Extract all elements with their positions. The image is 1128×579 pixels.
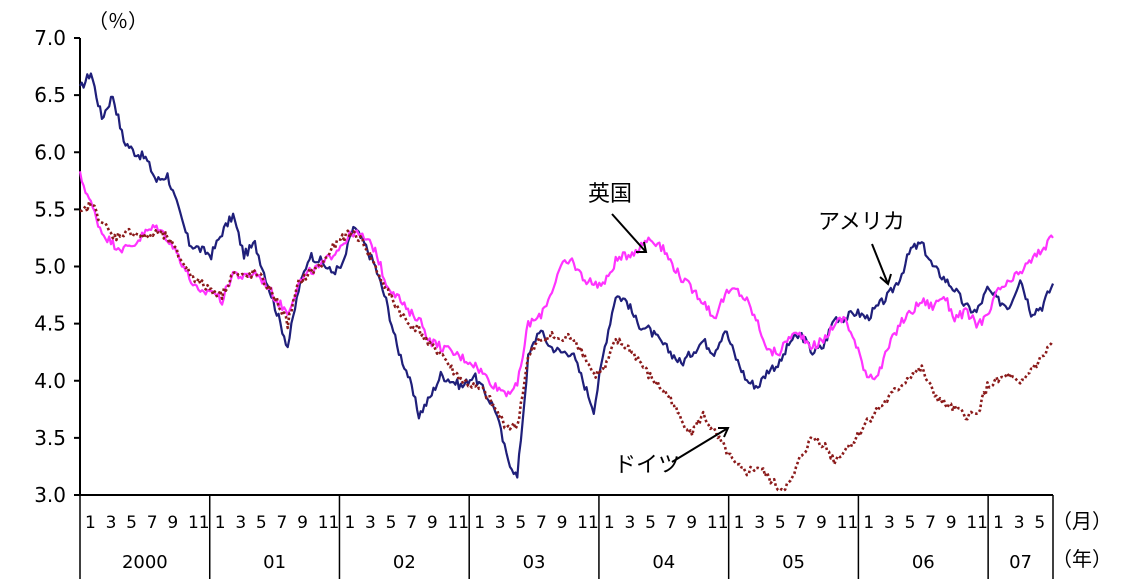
annotation-usa-arrow-head [879, 273, 892, 286]
month-tick-label: 5 [126, 513, 137, 533]
year-label: 07 [1009, 552, 1032, 573]
annotation-germany-label: ドイツ [614, 453, 680, 478]
month-tick-label: 11 [577, 513, 599, 533]
month-tick-label: 9 [946, 513, 957, 533]
month-tick-label: 5 [645, 513, 656, 533]
month-tick-label: 5 [515, 513, 526, 533]
month-tick-label: 3 [625, 513, 636, 533]
annotation-uk: 英国 [588, 182, 648, 253]
month-tick-label: 3 [365, 513, 376, 533]
month-tick-label: 1 [215, 513, 226, 533]
month-tick-label: 1 [993, 513, 1004, 533]
series-line-uk [78, 171, 1054, 398]
month-tick-label: 1 [604, 513, 615, 533]
month-tick-label: 3 [106, 513, 117, 533]
year-label: 04 [652, 552, 675, 573]
y-tick-label: 3.5 [34, 426, 66, 450]
y-tick-label: 4.0 [34, 369, 66, 393]
month-tick-label: 9 [686, 513, 697, 533]
month-tick-label: 3 [1014, 513, 1025, 533]
month-tick-label: 11 [966, 513, 988, 533]
month-tick-label: 9 [167, 513, 178, 533]
month-tick-label: 9 [427, 513, 438, 533]
month-tick-label: 11 [318, 513, 340, 533]
month-tick-label: 9 [557, 513, 568, 533]
month-tick-label: 1 [474, 513, 485, 533]
month-tick-label: 5 [775, 513, 786, 533]
month-tick-label: 11 [447, 513, 469, 533]
year-label: 01 [263, 552, 286, 573]
month-tick-label: 5 [386, 513, 397, 533]
month-tick-label: 7 [536, 513, 547, 533]
month-tick-label: 5 [905, 513, 916, 533]
series-lines [78, 72, 1055, 493]
month-tick-label: 7 [795, 513, 806, 533]
annotation-usa: アメリカ [818, 210, 905, 286]
month-tick-label: 1 [863, 513, 874, 533]
month-tick-label: 7 [925, 513, 936, 533]
annotation-usa-label: アメリカ [818, 210, 905, 235]
y-tick-label: 5.0 [34, 255, 66, 279]
month-tick-label: 3 [235, 513, 246, 533]
month-tick-label: 11 [707, 513, 729, 533]
annotation-germany-arrow-head [718, 427, 730, 438]
month-tick-label: 9 [297, 513, 308, 533]
year-label: 2000 [122, 552, 168, 573]
y-tick-label: 7.0 [34, 26, 66, 50]
annotation-germany: ドイツ [614, 427, 730, 478]
month-tick-label: 7 [147, 513, 158, 533]
y-axis: 3.0 3.5 4.0 4.5 5.0 5.5 6.0 6.5 7.0 [34, 26, 81, 507]
year-label: 05 [782, 552, 805, 573]
annotation-uk-arrow-head [636, 241, 648, 253]
month-tick-label: 5 [1034, 513, 1045, 533]
month-tick-label: 7 [666, 513, 677, 533]
month-tick-label: 3 [495, 513, 506, 533]
annotation-germany-arrow-line [671, 427, 729, 463]
annotation-usa-arrow-line [871, 243, 889, 285]
y-tick-label: 6.5 [34, 83, 66, 107]
month-tick-label: 1 [344, 513, 355, 533]
month-tick-label: 11 [837, 513, 859, 533]
year-label: 06 [912, 552, 935, 573]
month-tick-label: 1 [734, 513, 745, 533]
y-unit-label: （％） [88, 9, 148, 33]
month-tick-label: 11 [188, 513, 210, 533]
month-tick-label: 1 [85, 513, 96, 533]
y-tick-label: 6.0 [34, 140, 66, 164]
annotation-uk-label: 英国 [588, 182, 632, 207]
year-label: 02 [393, 552, 416, 573]
annotation-uk-arrow-line [611, 213, 647, 253]
month-tick-label: 7 [406, 513, 417, 533]
y-tick-label: 4.5 [34, 312, 66, 336]
month-tick-label: 3 [884, 513, 895, 533]
y-tick-label: 5.5 [34, 197, 66, 221]
x-month-unit-label: （月） [1052, 509, 1112, 533]
y-tick-label: 3.0 [34, 483, 66, 507]
month-tick-label: 5 [256, 513, 267, 533]
month-tick-label: 9 [816, 513, 827, 533]
year-label: 03 [523, 552, 546, 573]
series-line-germany [79, 200, 1055, 493]
series-line-usa [79, 72, 1055, 479]
month-tick-label: 7 [277, 513, 288, 533]
month-tick-label: 3 [754, 513, 765, 533]
x-year-unit-label: （年） [1052, 547, 1112, 571]
